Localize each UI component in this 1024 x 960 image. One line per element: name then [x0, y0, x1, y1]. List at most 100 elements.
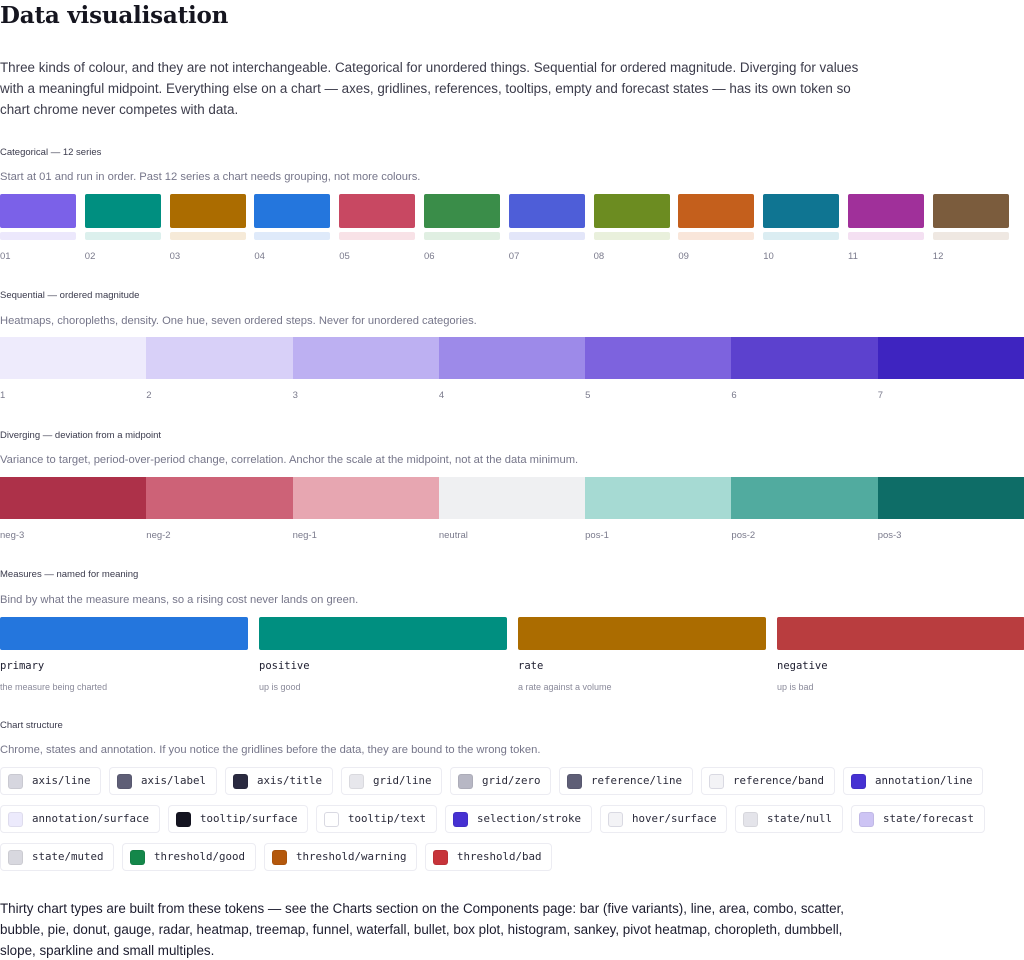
swatch-number: 05: [339, 251, 350, 262]
token-swatch: [272, 850, 287, 865]
swatch-color: [0, 194, 76, 228]
diverging-description: Variance to target, period-over-period c…: [0, 454, 579, 466]
token-name: state/null: [767, 812, 833, 825]
measure-swatch: [0, 617, 248, 650]
diverging-step-label: pos-3: [877, 530, 902, 541]
diverging-step-label: pos-2: [731, 530, 756, 541]
sequential-ramp: [0, 337, 1024, 379]
sequential-step-label: 1: [0, 390, 6, 401]
measure-description: a rate against a volume: [518, 682, 612, 692]
categorical-swatch: 11: [848, 194, 924, 264]
categorical-swatch: 10: [763, 194, 840, 264]
swatch-tint: [678, 232, 755, 240]
token-name: grid/line: [373, 774, 432, 787]
sequential-step: [877, 337, 1024, 379]
sequential-step: [146, 337, 294, 379]
diverging-step-label: neg-1: [292, 530, 317, 541]
token-swatch: [8, 850, 23, 865]
token-swatch: [709, 774, 724, 789]
swatch-number: 10: [763, 251, 774, 262]
token-chip-threshold-bad: threshold/bad: [425, 843, 552, 871]
swatch-number: 03: [169, 251, 181, 262]
token-swatch: [433, 850, 448, 865]
token-swatch: [608, 812, 623, 827]
swatch-number: 11: [848, 251, 858, 262]
diverging-step: [292, 477, 440, 519]
token-name: annotation/line: [875, 774, 973, 787]
diverging-ramp: [0, 477, 1024, 519]
measure-name: positive: [259, 660, 310, 672]
measure-swatch: [518, 617, 766, 650]
swatch-number: 04: [254, 251, 265, 262]
categorical-swatch: 04: [254, 194, 331, 264]
token-chip-annotation-surface: annotation/surface: [0, 805, 160, 833]
categorical-swatch: 03: [169, 194, 246, 264]
token-swatch: [851, 774, 866, 789]
measure-description: up is good: [259, 682, 301, 692]
swatch-tint: [0, 232, 76, 240]
diverging-step: [585, 477, 732, 519]
diverging-step: [438, 477, 586, 519]
swatch-color: [169, 194, 246, 228]
categorical-swatch: 01: [0, 194, 76, 264]
swatch-number: 02: [84, 251, 96, 262]
categorical-description: Start at 01 and run in order. Past 12 se…: [0, 171, 421, 183]
categorical-swatch: 02: [84, 194, 161, 264]
measure-description: up is bad: [777, 682, 814, 692]
token-name: tooltip/surface: [200, 812, 298, 825]
token-name: state/forecast: [883, 812, 975, 825]
token-chip-axis-title: axis/title: [225, 767, 333, 795]
token-chip-selection-stroke: selection/stroke: [445, 805, 592, 833]
diverging-step: [877, 477, 1024, 519]
token-swatch: [176, 812, 191, 827]
token-chip-annotation-line: annotation/line: [843, 767, 983, 795]
sequential-step-label: 6: [731, 390, 737, 401]
token-chip-reference-band: reference/band: [701, 767, 835, 795]
measures-heading: Measures — named for meaning: [0, 569, 139, 580]
measure-swatch: [259, 617, 507, 650]
swatch-tint: [84, 232, 161, 240]
swatch-tint: [763, 232, 840, 240]
token-chip-grid-line: grid/line: [341, 767, 442, 795]
measure-name: primary: [0, 660, 45, 672]
sequential-step: [438, 337, 586, 379]
categorical-palette: 01 02 03 04 05 06 07 08 09 10 11 12: [0, 194, 1024, 264]
swatch-number: 09: [678, 251, 689, 262]
token-chip-state-null: state/null: [735, 805, 843, 833]
token-chip-tooltip-text: tooltip/text: [316, 805, 437, 833]
token-name: axis/title: [257, 774, 323, 787]
token-chip-axis-label: axis/label: [109, 767, 217, 795]
structure-token-list: axis/line axis/label axis/title grid/line gr…: [0, 767, 1024, 877]
token-swatch: [8, 812, 23, 827]
token-chip-grid-zero: grid/zero: [450, 767, 551, 795]
token-name: axis/label: [141, 774, 207, 787]
diverging-step-label: neutral: [438, 530, 468, 541]
swatch-color: [254, 194, 331, 228]
token-name: reference/band: [733, 774, 825, 787]
measure-name: rate: [518, 660, 544, 672]
categorical-swatch: 06: [424, 194, 500, 264]
token-swatch: [130, 850, 145, 865]
token-name: grid/zero: [482, 774, 541, 787]
categorical-swatch: 12: [932, 194, 1009, 264]
sequential-step: [292, 337, 440, 379]
token-swatch: [859, 812, 874, 827]
categorical-heading: Categorical — 12 series: [0, 147, 102, 158]
swatch-color: [84, 194, 161, 228]
token-chip-threshold-warning: threshold/warning: [264, 843, 417, 871]
sequential-description: Heatmaps, choropleths, density. One hue,…: [0, 315, 477, 327]
token-chip-axis-line: axis/line: [0, 767, 101, 795]
token-chip-state-forecast: state/forecast: [851, 805, 985, 833]
sequential-step-label: 4: [438, 390, 445, 401]
measure-name: negative: [777, 660, 828, 672]
token-swatch: [349, 774, 364, 789]
token-name: axis/line: [32, 774, 91, 787]
token-name: annotation/surface: [32, 812, 150, 825]
swatch-color: [678, 194, 755, 228]
intro-paragraph: Three kinds of colour, and they are not …: [0, 60, 859, 117]
swatch-tint: [424, 232, 500, 240]
token-chip-tooltip-surface: tooltip/surface: [168, 805, 308, 833]
swatch-tint: [508, 232, 585, 240]
token-name: threshold/warning: [296, 850, 407, 863]
swatch-color: [763, 194, 840, 228]
